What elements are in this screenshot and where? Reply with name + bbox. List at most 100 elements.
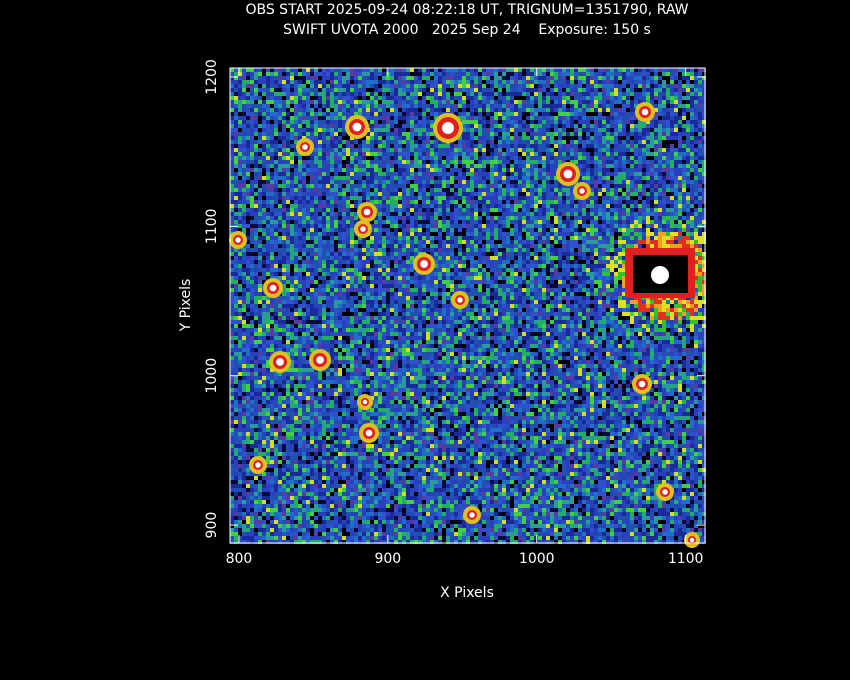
noise-pixel — [254, 148, 258, 152]
noise-pixel — [418, 180, 422, 184]
noise-pixel — [558, 232, 562, 236]
noise-pixel — [582, 216, 586, 220]
noise-pixel — [434, 172, 438, 176]
noise-pixel — [674, 160, 678, 164]
noise-pixel — [534, 200, 538, 204]
noise-pixel — [574, 220, 578, 224]
noise-pixel — [526, 200, 530, 204]
noise-pixel — [606, 132, 610, 136]
noise-pixel — [310, 92, 314, 96]
noise-pixel — [426, 164, 430, 168]
noise-pixel — [442, 108, 446, 112]
noise-pixel — [498, 156, 502, 160]
noise-pixel — [342, 112, 346, 116]
noise-pixel — [550, 88, 554, 92]
noise-pixel — [694, 104, 698, 108]
noise-pixel — [574, 100, 578, 104]
noise-pixel — [326, 132, 330, 136]
noise-pixel — [658, 80, 662, 84]
noise-pixel — [350, 192, 354, 196]
noise-pixel — [570, 188, 574, 192]
noise-pixel — [262, 172, 266, 176]
noise-pixel — [334, 168, 338, 172]
noise-pixel — [626, 192, 630, 196]
noise-pixel — [330, 140, 334, 144]
noise-pixel — [578, 160, 582, 164]
noise-pixel — [242, 144, 246, 148]
noise-pixel — [518, 204, 522, 208]
noise-pixel — [238, 120, 242, 124]
noise-pixel — [250, 216, 254, 220]
noise-pixel — [454, 192, 458, 196]
noise-pixel — [590, 124, 594, 128]
noise-pixel — [318, 156, 322, 160]
noise-pixel — [542, 184, 546, 188]
noise-pixel — [530, 148, 534, 152]
noise-pixel — [642, 172, 646, 176]
noise-pixel — [650, 120, 654, 124]
noise-pixel — [702, 164, 706, 168]
noise-pixel — [338, 132, 342, 136]
noise-pixel — [394, 196, 398, 200]
noise-pixel — [502, 92, 506, 96]
noise-pixel — [270, 96, 274, 100]
noise-pixel — [498, 220, 502, 224]
noise-pixel — [618, 144, 622, 148]
noise-pixel — [398, 192, 402, 196]
noise-pixel — [482, 176, 486, 180]
noise-pixel — [378, 196, 382, 200]
noise-pixel — [374, 112, 378, 116]
noise-pixel — [702, 68, 706, 72]
noise-pixel — [506, 160, 510, 164]
noise-pixel — [234, 116, 238, 120]
noise-pixel — [678, 104, 682, 108]
noise-pixel — [334, 88, 338, 92]
noise-pixel — [450, 192, 454, 196]
noise-pixel — [538, 192, 542, 196]
noise-pixel — [430, 220, 434, 224]
noise-pixel — [678, 172, 682, 176]
noise-pixel — [286, 220, 290, 224]
noise-pixel — [366, 196, 370, 200]
noise-pixel — [602, 168, 606, 172]
noise-pixel — [674, 200, 678, 204]
noise-pixel — [686, 180, 690, 184]
noise-pixel — [674, 156, 678, 160]
noise-pixel — [630, 204, 634, 208]
noise-pixel — [494, 232, 498, 236]
noise-pixel — [526, 112, 530, 116]
noise-pixel — [686, 88, 690, 92]
noise-pixel — [570, 128, 574, 132]
noise-pixel — [302, 136, 306, 140]
noise-pixel — [318, 88, 322, 92]
noise-pixel — [478, 104, 482, 108]
noise-pixel — [558, 72, 562, 76]
noise-pixel — [574, 136, 578, 140]
noise-pixel — [618, 80, 622, 84]
noise-pixel — [430, 124, 434, 128]
noise-pixel — [638, 172, 642, 176]
noise-pixel — [502, 208, 506, 212]
noise-pixel — [446, 232, 450, 236]
noise-pixel — [554, 116, 558, 120]
noise-pixel — [422, 104, 426, 108]
noise-pixel — [550, 164, 554, 168]
noise-pixel — [410, 108, 414, 112]
noise-pixel — [510, 140, 514, 144]
noise-pixel — [322, 128, 326, 132]
noise-pixel — [414, 140, 418, 144]
noise-pixel — [266, 144, 270, 148]
noise-pixel — [506, 68, 510, 72]
noise-pixel — [258, 68, 262, 72]
noise-pixel — [498, 108, 502, 112]
noise-pixel — [626, 172, 630, 176]
noise-pixel — [494, 196, 498, 200]
noise-pixel — [250, 212, 254, 216]
noise-pixel — [374, 184, 378, 188]
noise-pixel — [518, 116, 522, 120]
noise-pixel — [442, 168, 446, 172]
noise-pixel — [290, 196, 294, 200]
noise-pixel — [618, 180, 622, 184]
noise-pixel — [338, 224, 342, 228]
noise-pixel — [262, 168, 266, 172]
